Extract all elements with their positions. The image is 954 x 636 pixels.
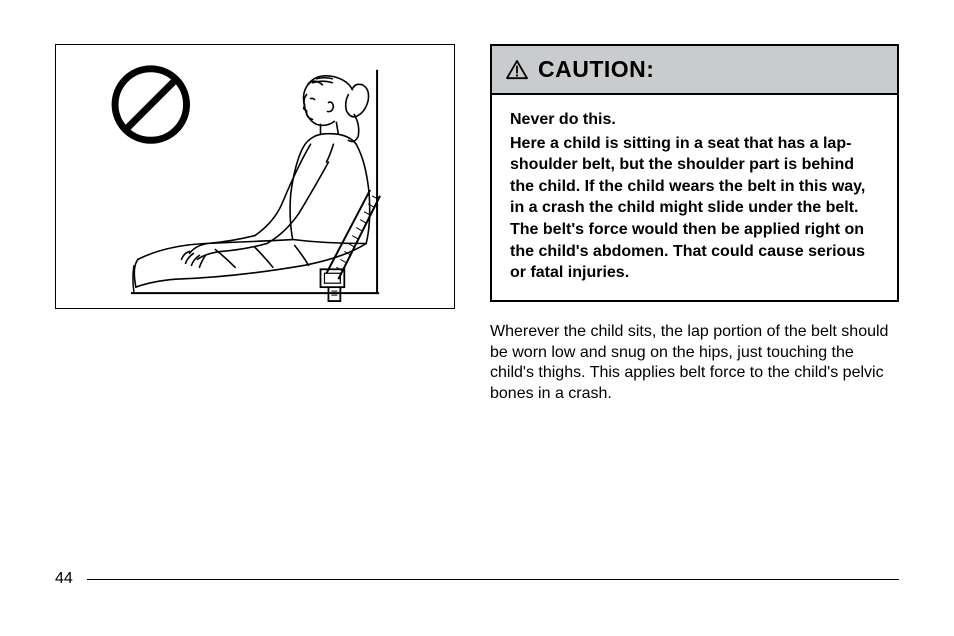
caution-body: Never do this. Here a child is sitting i… xyxy=(492,95,897,300)
footer-rule xyxy=(87,579,899,580)
two-column-layout: CAUTION: Never do this. Here a child is … xyxy=(55,44,899,405)
caution-title: CAUTION: xyxy=(538,56,654,83)
prohibition-icon xyxy=(115,69,186,140)
illustration-frame xyxy=(55,44,455,309)
caution-header: CAUTION: xyxy=(492,46,897,95)
page-number: 44 xyxy=(55,570,73,588)
warning-triangle-icon xyxy=(506,60,528,80)
caution-box: CAUTION: Never do this. Here a child is … xyxy=(490,44,899,302)
caution-para-2: Here a child is sitting in a seat that h… xyxy=(510,133,879,284)
left-column xyxy=(55,44,455,405)
bottom-paragraph: Wherever the child sits, the lap portion… xyxy=(490,322,899,405)
caution-para-1: Never do this. xyxy=(510,109,879,131)
right-column: CAUTION: Never do this. Here a child is … xyxy=(490,44,899,405)
seatbelt xyxy=(321,190,381,301)
page-footer: 44 xyxy=(55,570,899,588)
child-figure xyxy=(134,76,369,287)
page: CAUTION: Never do this. Here a child is … xyxy=(0,0,954,636)
seatbelt-illustration xyxy=(56,45,454,308)
